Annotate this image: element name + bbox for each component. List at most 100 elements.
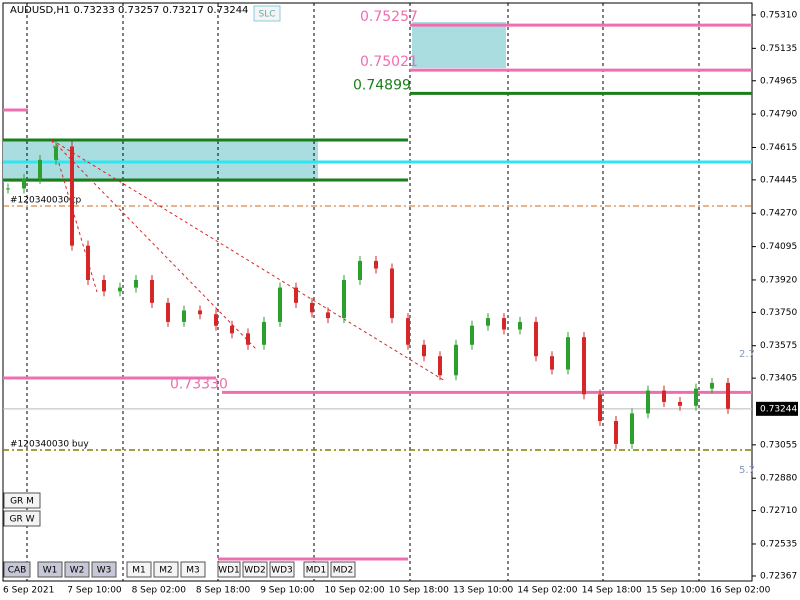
candle-body xyxy=(374,260,378,269)
candle-body xyxy=(358,260,362,280)
toolbar-button-label: GR M xyxy=(10,497,34,507)
candle-body xyxy=(614,421,618,444)
toolbar-button[interactable] xyxy=(217,561,241,578)
candle-body xyxy=(102,279,106,292)
toolbar-button[interactable] xyxy=(3,561,31,578)
candle-body xyxy=(166,302,170,322)
candle-body xyxy=(438,356,442,376)
y-tick-label: 0.72880 xyxy=(760,474,797,484)
candle-body xyxy=(534,321,538,357)
candle-body xyxy=(118,287,122,292)
candle-body xyxy=(470,325,474,345)
price-level-label: 0.75257 xyxy=(360,9,418,25)
right-label: 2.7 xyxy=(739,349,755,360)
toolbar-button[interactable] xyxy=(303,561,329,578)
candle-body xyxy=(150,279,154,303)
candle-body xyxy=(38,159,42,179)
candle-body xyxy=(70,146,74,246)
toolbar-button[interactable] xyxy=(37,561,63,578)
x-tick-label: 16 Sep 02:00 xyxy=(710,586,770,596)
candle-body xyxy=(278,287,282,322)
toolbar-button[interactable] xyxy=(64,561,90,578)
toolbar-button[interactable] xyxy=(126,561,152,578)
toolbar-button[interactable] xyxy=(153,561,179,578)
current-price-label: 0.73244 xyxy=(760,404,797,414)
candle-body xyxy=(406,318,410,345)
candle-body xyxy=(550,356,554,370)
x-tick-label: 14 Sep 18:00 xyxy=(582,586,642,596)
order-label: #120340030 tp xyxy=(10,196,81,206)
order-label: #120340030 buy xyxy=(10,440,89,450)
price-level-label: 0.74899 xyxy=(353,77,411,93)
y-tick-label: 0.74270 xyxy=(760,209,797,219)
candle-body xyxy=(198,310,202,315)
y-tick-label: 0.74445 xyxy=(760,175,797,185)
candle-body xyxy=(54,146,58,160)
toolbar-button[interactable] xyxy=(91,561,117,578)
price-level-label: 0.75021 xyxy=(360,54,418,70)
candle-body xyxy=(294,287,298,303)
candle-body xyxy=(134,279,138,288)
toolbar-button-label: GR W xyxy=(10,515,35,525)
candle-body xyxy=(182,310,186,322)
right-label: 5.7 xyxy=(739,465,755,476)
candle-body xyxy=(726,382,730,409)
toolbar-button[interactable] xyxy=(269,561,295,578)
x-tick-label: 8 Sep 02:00 xyxy=(132,586,187,596)
symbol-header: AUDUSD,H1 0.73233 0.73257 0.73217 0.7324… xyxy=(10,5,248,16)
toolbar-button[interactable] xyxy=(3,492,41,509)
y-tick-label: 0.73750 xyxy=(760,308,797,318)
candle-body xyxy=(518,321,522,330)
y-tick-label: 0.74790 xyxy=(760,110,797,120)
x-tick-label: 8 Sep 18:00 xyxy=(196,586,251,596)
toolbar-button[interactable] xyxy=(180,561,206,578)
toolbar-button-label: M2 xyxy=(159,566,173,576)
toolbar-button-label: CAB xyxy=(8,566,27,576)
candle-body xyxy=(422,344,426,357)
x-tick-label: 10 Sep 02:00 xyxy=(325,586,385,596)
y-tick-label: 0.72535 xyxy=(760,539,797,549)
toolbar-button-label: MD2 xyxy=(333,566,353,576)
candle-body xyxy=(502,318,506,330)
price-level-label: 0.73330 xyxy=(170,376,228,392)
candle-body xyxy=(86,245,90,280)
toolbar-button[interactable] xyxy=(330,561,356,578)
candle-body xyxy=(310,302,314,313)
candle-body xyxy=(214,314,218,326)
candle-body xyxy=(6,188,10,190)
toolbar-button[interactable] xyxy=(253,5,281,22)
x-tick-label: 6 Sep 2021 xyxy=(3,586,54,596)
toolbar-button-label: SLC xyxy=(258,10,275,20)
candle-body xyxy=(582,337,586,395)
toolbar-button-label: M3 xyxy=(186,566,200,576)
candle-body xyxy=(566,337,570,370)
zone-box xyxy=(412,22,506,68)
trend-line xyxy=(51,139,258,351)
candle-body xyxy=(694,388,698,406)
candle-body xyxy=(390,268,394,319)
y-tick-label: 0.74615 xyxy=(760,143,797,153)
candle-body xyxy=(710,382,714,389)
x-tick-label: 10 Sep 18:00 xyxy=(389,586,449,596)
candle-body xyxy=(678,401,682,406)
y-tick-label: 0.75135 xyxy=(760,44,797,54)
y-tick-label: 0.73920 xyxy=(760,275,797,285)
candle-body xyxy=(454,344,458,376)
y-tick-label: 0.72710 xyxy=(760,506,797,516)
candle-body xyxy=(662,390,666,402)
candle-body xyxy=(598,394,602,422)
y-tick-label: 0.73575 xyxy=(760,341,797,351)
plot-frame xyxy=(2,2,753,582)
candle-body xyxy=(246,333,250,345)
x-tick-label: 7 Sep 10:00 xyxy=(67,586,122,596)
toolbar-button[interactable] xyxy=(3,510,41,527)
candle-body xyxy=(22,178,26,189)
x-tick-label: 9 Sep 10:00 xyxy=(260,586,315,596)
x-tick-label: 15 Sep 10:00 xyxy=(646,586,706,596)
current-price-box xyxy=(756,401,798,416)
candle-body xyxy=(630,413,634,444)
toolbar-button[interactable] xyxy=(242,561,268,578)
toolbar-button-label: W1 xyxy=(43,566,58,576)
